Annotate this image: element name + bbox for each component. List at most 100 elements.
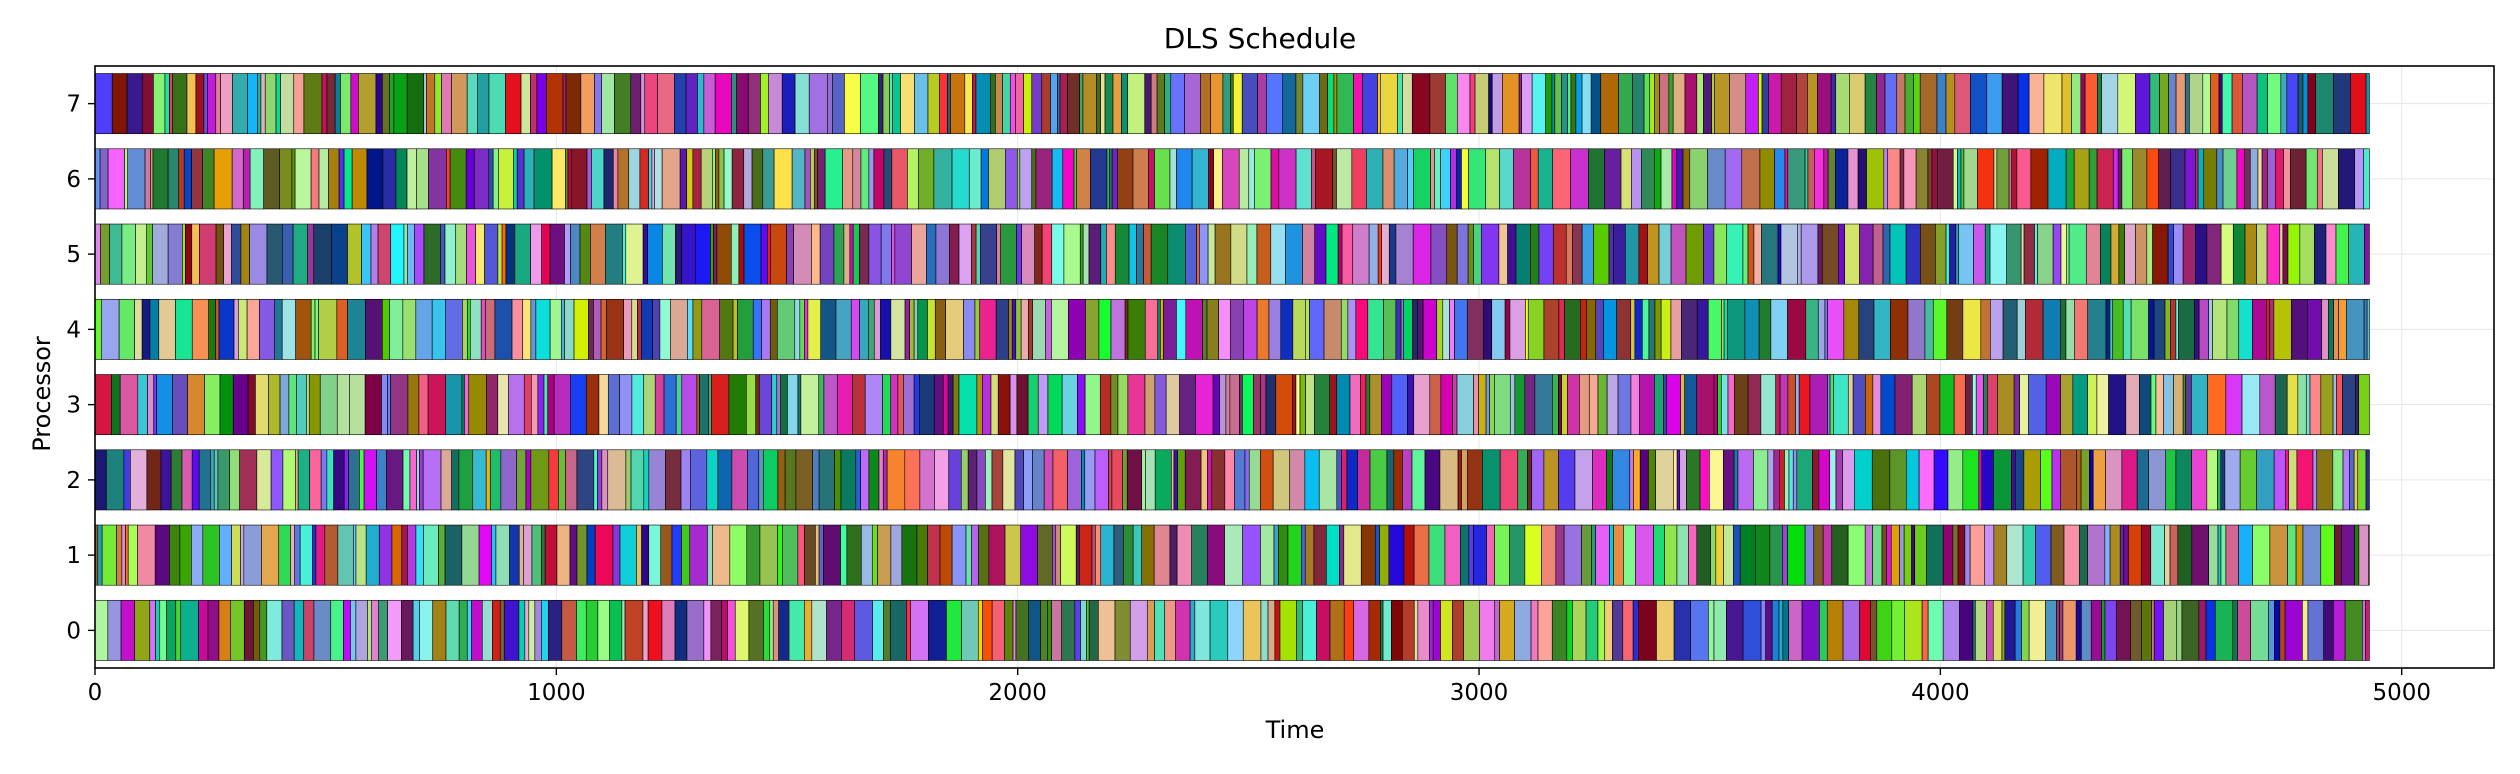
task-bar <box>1676 449 1681 511</box>
task-bar <box>278 524 291 586</box>
task-bar <box>681 374 698 436</box>
task-bar <box>2348 223 2365 285</box>
task-bar <box>703 73 716 135</box>
task-bar <box>1219 374 1227 436</box>
task-bar <box>307 223 315 285</box>
task-bar <box>1327 73 1335 135</box>
task-bar <box>1225 374 1231 436</box>
task-bar <box>2189 73 2204 135</box>
task-bar <box>2072 374 2088 436</box>
task-bar <box>246 298 260 360</box>
task-bar <box>1713 374 1718 436</box>
task-bar <box>674 599 688 661</box>
task-bar <box>1726 223 1744 285</box>
task-bar <box>531 524 542 586</box>
task-bar <box>2087 298 2107 360</box>
task-bar <box>933 374 944 436</box>
task-bar <box>1110 374 1119 436</box>
task-bar <box>350 599 357 661</box>
task-bar <box>977 599 983 661</box>
task-bar <box>1575 73 1583 135</box>
task-bar <box>1034 223 1043 285</box>
task-bar <box>1473 524 1487 586</box>
task-bar <box>477 73 490 135</box>
task-bar <box>2105 298 2111 360</box>
task-bar <box>1847 148 1859 210</box>
task-bar <box>1857 148 1867 210</box>
task-bar <box>2022 524 2036 586</box>
task-bar <box>824 148 844 210</box>
task-bar <box>1473 223 1482 285</box>
task-bar <box>579 223 591 285</box>
task-bar <box>1859 223 1874 285</box>
task-bar <box>2266 298 2270 360</box>
task-bar <box>1077 374 1086 436</box>
task-bar <box>154 524 170 586</box>
task-bar <box>275 73 281 135</box>
task-bar <box>2065 148 2075 210</box>
task-bar <box>355 524 367 586</box>
task-bar <box>1567 73 1572 135</box>
task-bar <box>1986 73 2003 135</box>
task-bar <box>2128 524 2142 586</box>
task-bar <box>1400 298 1405 360</box>
task-bar <box>166 599 177 661</box>
task-bar <box>1664 524 1678 586</box>
task-bar <box>2121 449 2138 511</box>
task-bar <box>1272 449 1291 511</box>
task-bar <box>2346 298 2365 360</box>
task-bar <box>1351 148 1367 210</box>
task-bar <box>370 223 379 285</box>
task-bar <box>547 374 555 436</box>
task-bar <box>1256 223 1272 285</box>
task-bar <box>1075 524 1080 586</box>
task-bar <box>1942 524 1954 586</box>
task-bar <box>1590 73 1602 135</box>
task-bar <box>614 73 632 135</box>
task-bar <box>1051 298 1069 360</box>
task-bar <box>2273 449 2286 511</box>
task-bar <box>1059 73 1068 135</box>
task-bar <box>901 524 918 586</box>
task-bar <box>804 599 813 661</box>
task-bar <box>294 524 301 586</box>
task-bar <box>169 524 181 586</box>
task-bar <box>358 73 377 135</box>
task-bar <box>748 599 764 661</box>
task-bar <box>980 223 997 285</box>
task-bar <box>1829 449 1837 511</box>
task-bar <box>1222 73 1231 135</box>
task-bar <box>781 73 796 135</box>
task-bar <box>2096 148 2114 210</box>
task-bar <box>2193 298 2200 360</box>
task-bar <box>2028 599 2046 661</box>
task-bar <box>1920 223 1936 285</box>
task-bar <box>1993 148 1998 210</box>
task-bar <box>1184 73 1201 135</box>
task-bar <box>1100 73 1106 135</box>
task-bar <box>868 148 875 210</box>
task-bar <box>643 449 650 511</box>
task-bar <box>191 524 204 586</box>
chart-title: DLS Schedule <box>1163 22 1357 55</box>
task-bar <box>2333 298 2339 360</box>
task-bar <box>1499 148 1514 210</box>
task-bar <box>255 374 269 436</box>
task-bar <box>2119 524 2124 586</box>
task-bar <box>1807 73 1818 135</box>
task-bar <box>1666 374 1681 436</box>
task-bar <box>1876 73 1886 135</box>
task-bar <box>1987 374 1998 436</box>
task-bar <box>2231 73 2243 135</box>
task-bar <box>1353 599 1370 661</box>
task-bar <box>1957 148 1962 210</box>
task-bar <box>1242 374 1254 436</box>
task-bar <box>2021 599 2030 661</box>
task-bar <box>1088 599 1099 661</box>
task-bar <box>1329 374 1338 436</box>
task-bar <box>1588 374 1599 436</box>
task-bar <box>109 223 123 285</box>
task-bar <box>293 599 305 661</box>
task-bar <box>2014 449 2025 511</box>
task-bar <box>1946 298 1964 360</box>
